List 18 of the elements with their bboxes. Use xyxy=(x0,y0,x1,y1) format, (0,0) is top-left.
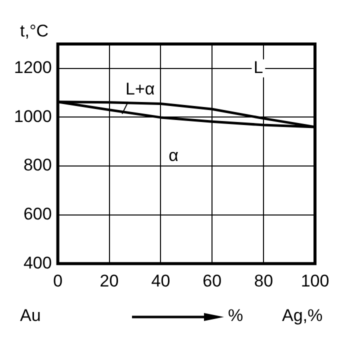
text: Au xyxy=(20,306,41,326)
y-tick-label: 600 xyxy=(23,204,52,224)
annotation: L+α xyxy=(126,80,155,99)
y-axis-title: t,°C xyxy=(20,22,49,41)
x-tick-label: 60 xyxy=(202,271,222,290)
x-tick-label: 0 xyxy=(53,271,63,290)
x-tick-label: 100 xyxy=(300,271,330,290)
y-tick-label: 1200 xyxy=(14,58,52,78)
x-tick-label: 80 xyxy=(254,271,274,290)
text: Ag,% xyxy=(282,306,323,326)
annotation: α xyxy=(168,146,179,165)
y-tick-label: 800 xyxy=(23,156,52,175)
y-tick-label: 400 xyxy=(23,253,52,272)
x-tick-label: 40 xyxy=(151,271,170,290)
annotation: L xyxy=(254,58,264,78)
y-tick-label: 1000 xyxy=(14,106,52,126)
text: % xyxy=(228,306,244,326)
x-tick-label: 20 xyxy=(100,271,119,290)
